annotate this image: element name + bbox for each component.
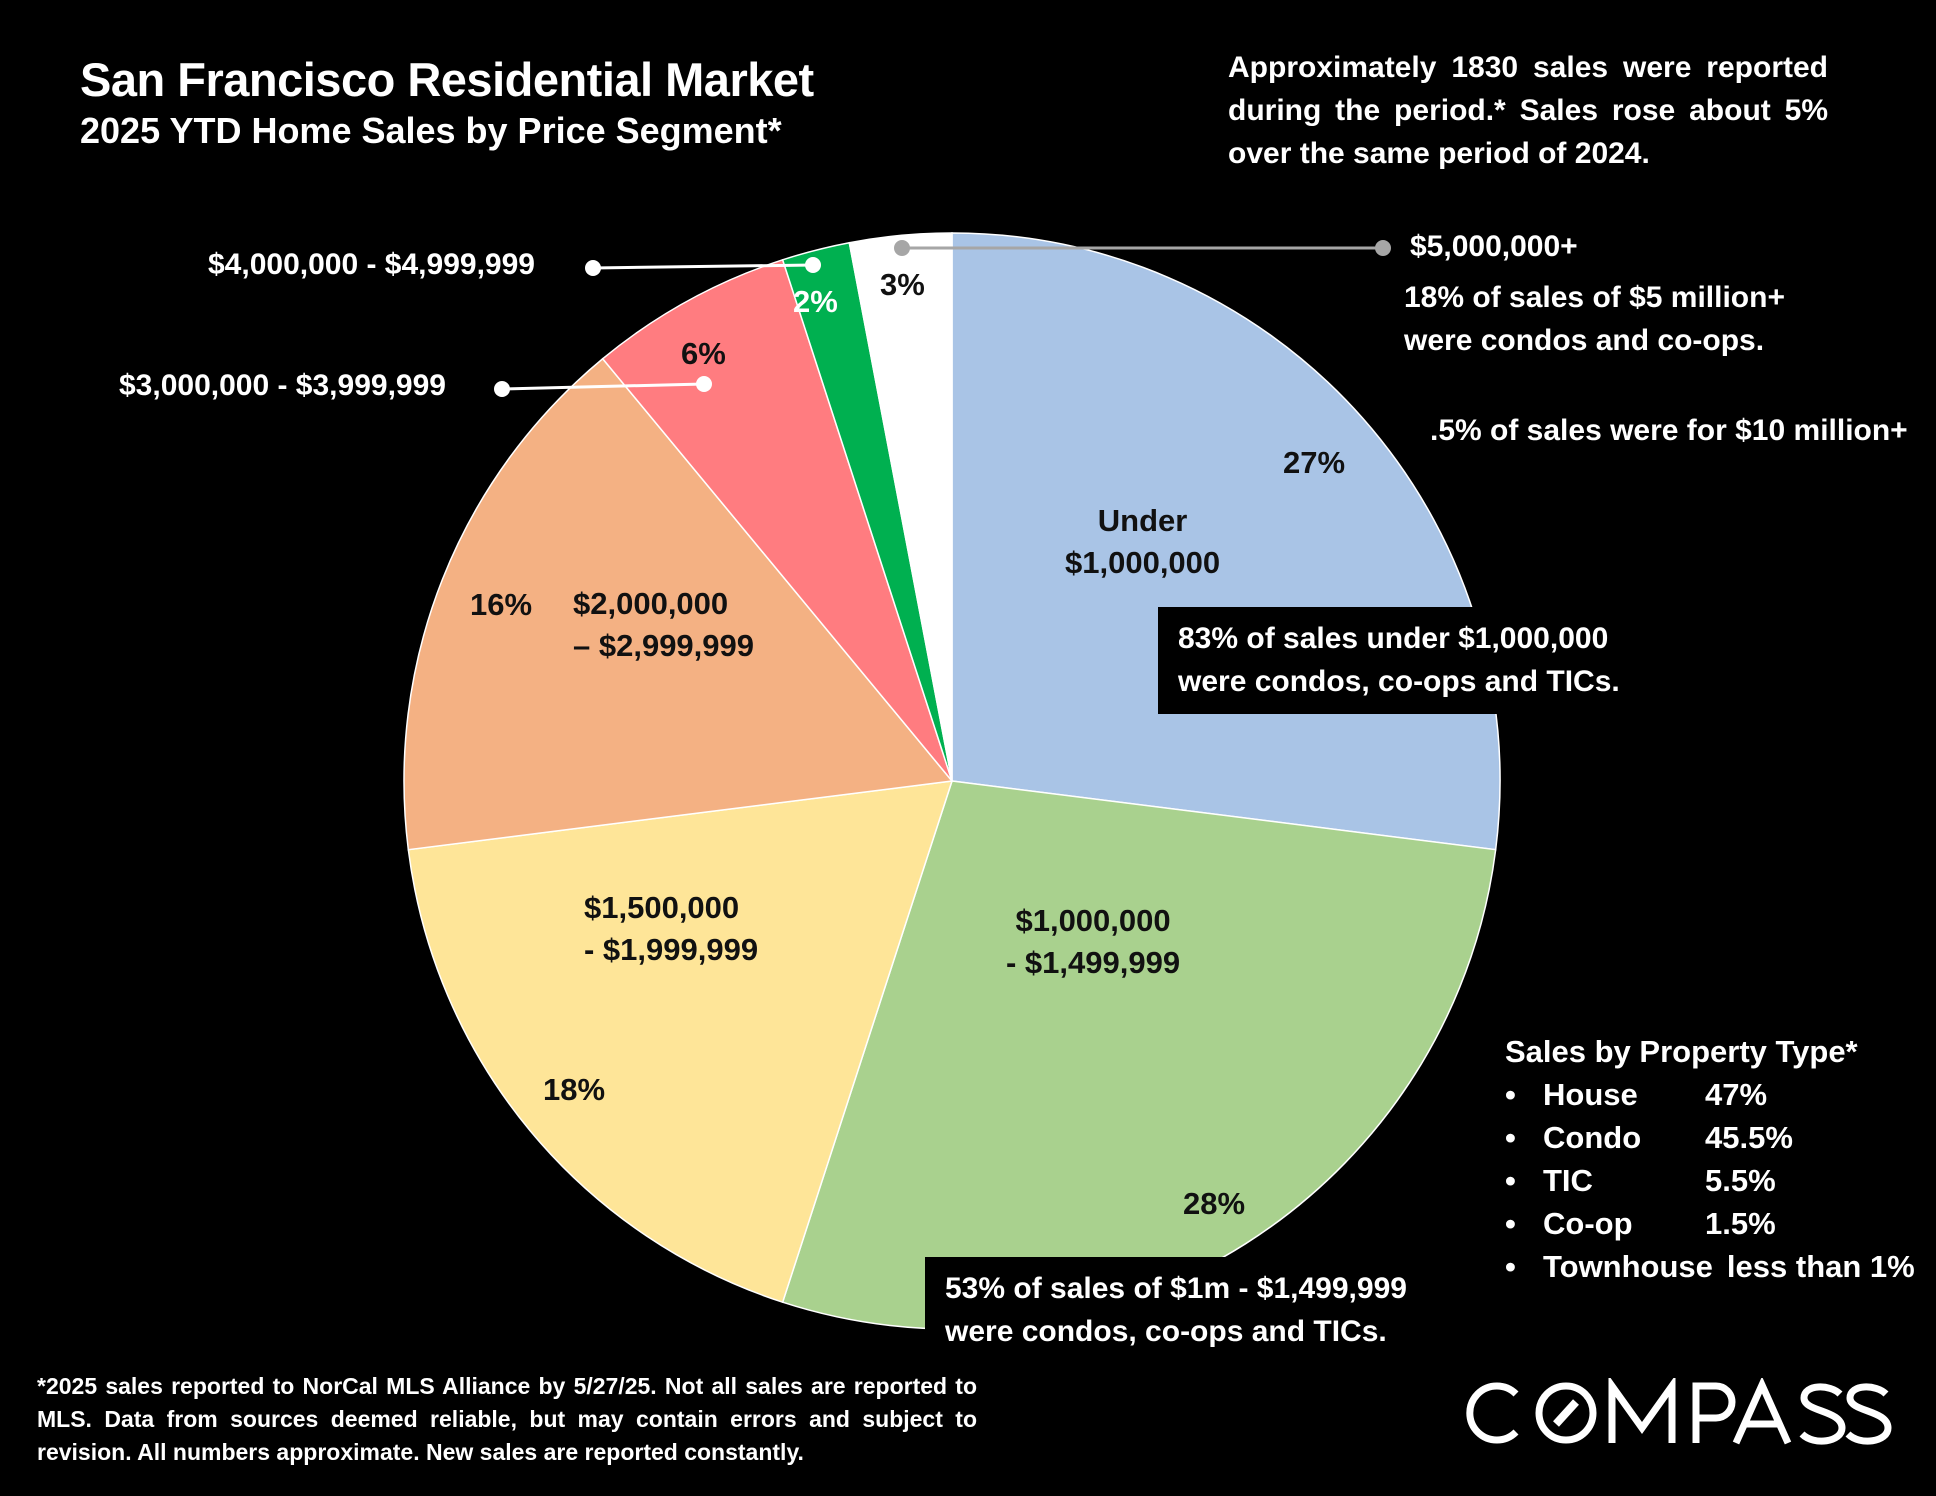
property-type-row: • House 47%: [1505, 1073, 1915, 1116]
slice-label-3m-4m: $3,000,000 - $3,999,999: [119, 369, 446, 402]
slice-value-label: 18%: [543, 1072, 606, 1107]
bullet: •: [1505, 1249, 1516, 1284]
property-type-value: 1.5%: [1705, 1206, 1776, 1241]
pie-slice: [848, 232, 953, 782]
slice-label-line: - $1,499,999: [1006, 945, 1181, 980]
slice-label-1.5m-2m: $1,500,000 - $1,999,999: [584, 887, 758, 971]
slice-value-label: 16%: [470, 587, 533, 622]
pie-slice: [407, 780, 954, 1304]
slice-value-label: 3%: [880, 267, 925, 302]
note-line: were condos, co-ops and TICs.: [1178, 665, 1620, 698]
property-type-value: 5.5%: [1705, 1163, 1776, 1198]
compass-logo: [1466, 1378, 1892, 1445]
leader-dot: [894, 240, 910, 256]
leader-dot: [696, 376, 712, 392]
five-million-note: 18% of sales of $5 million+ were condos …: [1404, 276, 1785, 362]
property-type-name: Condo: [1543, 1120, 1642, 1155]
slice-value-label: 28%: [1183, 1186, 1246, 1221]
leader-dot: [1375, 240, 1391, 256]
leader-dot: [585, 260, 601, 276]
chart-subtitle: 2025 YTD Home Sales by Price Segment*: [80, 110, 782, 151]
property-type-name: Co-op: [1543, 1206, 1633, 1241]
one-million-note: 53% of sales of $1m - $1,499,999 were co…: [925, 1257, 1445, 1367]
pie-slices: [403, 232, 1501, 1330]
leader-lines: [494, 240, 1391, 397]
ten-million-note: .5% of sales were for $10 million+: [1430, 414, 1908, 447]
property-type-row: • Condo 45.5%: [1505, 1116, 1915, 1159]
bullet: •: [1505, 1120, 1516, 1155]
property-type-list: Sales by Property Type* • House 47% • Co…: [1505, 1030, 1915, 1288]
leader-dot: [805, 257, 821, 273]
note-line: 83% of sales under $1,000,000: [1178, 622, 1609, 655]
note-line: 53% of sales of $1m - $1,499,999: [945, 1272, 1407, 1305]
leader-line: [592, 263, 814, 270]
under-one-million-note: 83% of sales under $1,000,000 were condo…: [1158, 607, 1620, 714]
slice-label-line: Under: [1097, 503, 1188, 538]
property-type-row: • Townhouse less than 1%: [1505, 1245, 1915, 1288]
bullet: •: [1505, 1163, 1516, 1198]
slice-label-line: $2,000,000: [573, 586, 729, 621]
pie-slice: [781, 780, 1497, 1330]
slice-label-2m-3m: $2,000,000 – $2,999,999: [573, 583, 754, 667]
property-type-name: Townhouse: [1543, 1249, 1713, 1284]
slice-label-line: $1,000,000: [1015, 903, 1171, 938]
note-line: 18% of sales of $5 million+: [1404, 281, 1785, 314]
slice-value-label: 2%: [793, 284, 838, 319]
chart-title: San Francisco Residential Market: [80, 53, 814, 106]
bullet: •: [1505, 1077, 1516, 1112]
property-type-value: less than 1%: [1726, 1249, 1915, 1284]
property-type-name: TIC: [1543, 1163, 1593, 1198]
property-type-row: • Co-op 1.5%: [1505, 1202, 1915, 1245]
slice-label-line: $1,500,000: [584, 890, 740, 925]
slice-label-line: - $1,999,999: [584, 932, 759, 967]
slice-value-label: 27%: [1283, 445, 1346, 480]
slice-value-label: 6%: [681, 336, 726, 371]
pie-slice: [403, 357, 954, 851]
leader-dot: [494, 381, 510, 397]
slice-label-4m-5m: $4,000,000 - $4,999,999: [208, 248, 535, 281]
sales-summary: Approximately 1830 sales were reported d…: [1228, 51, 1828, 170]
bullet: •: [1505, 1206, 1516, 1241]
property-type-title: Sales by Property Type*: [1505, 1034, 1858, 1069]
property-type-value: 45.5%: [1705, 1120, 1793, 1155]
property-type-name: House: [1543, 1077, 1638, 1112]
slice-label-line: – $2,999,999: [573, 628, 755, 663]
footnote: *2025 sales reported to NorCal MLS Allia…: [37, 1373, 977, 1465]
leader-line: [501, 382, 705, 391]
property-type-row: • TIC 5.5%: [1505, 1159, 1915, 1202]
slice-label-line: $1,000,000: [1065, 545, 1221, 580]
note-line: were condos and co-ops.: [1404, 324, 1765, 357]
pie-slice: [601, 258, 953, 782]
slice-label-1m-1.5m: $1,000,000 - $1,499,999: [1006, 900, 1180, 984]
slice-label-under-1m: Under $1,000,000: [1065, 500, 1220, 584]
note-line: were condos, co-ops and TICs.: [945, 1315, 1387, 1348]
property-type-value: 47%: [1705, 1077, 1768, 1112]
slice-label-5m-plus: $5,000,000+: [1410, 230, 1578, 263]
